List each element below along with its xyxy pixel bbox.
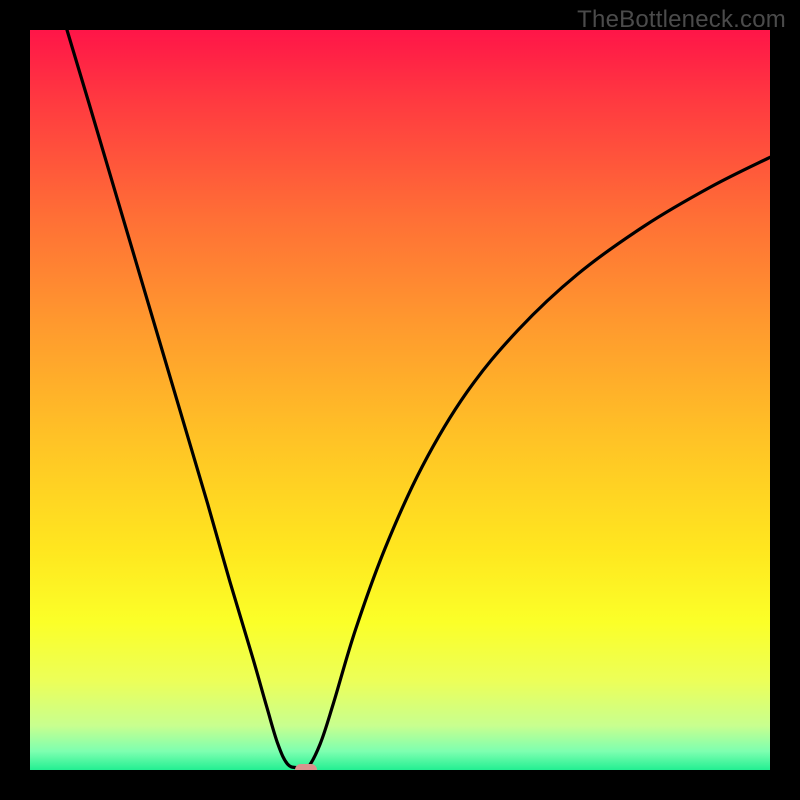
watermark-text: TheBottleneck.com [577, 6, 786, 34]
plot-area [30, 30, 770, 770]
min-marker [295, 764, 317, 770]
curve-svg [30, 30, 770, 770]
bottleneck-curve [67, 30, 770, 770]
